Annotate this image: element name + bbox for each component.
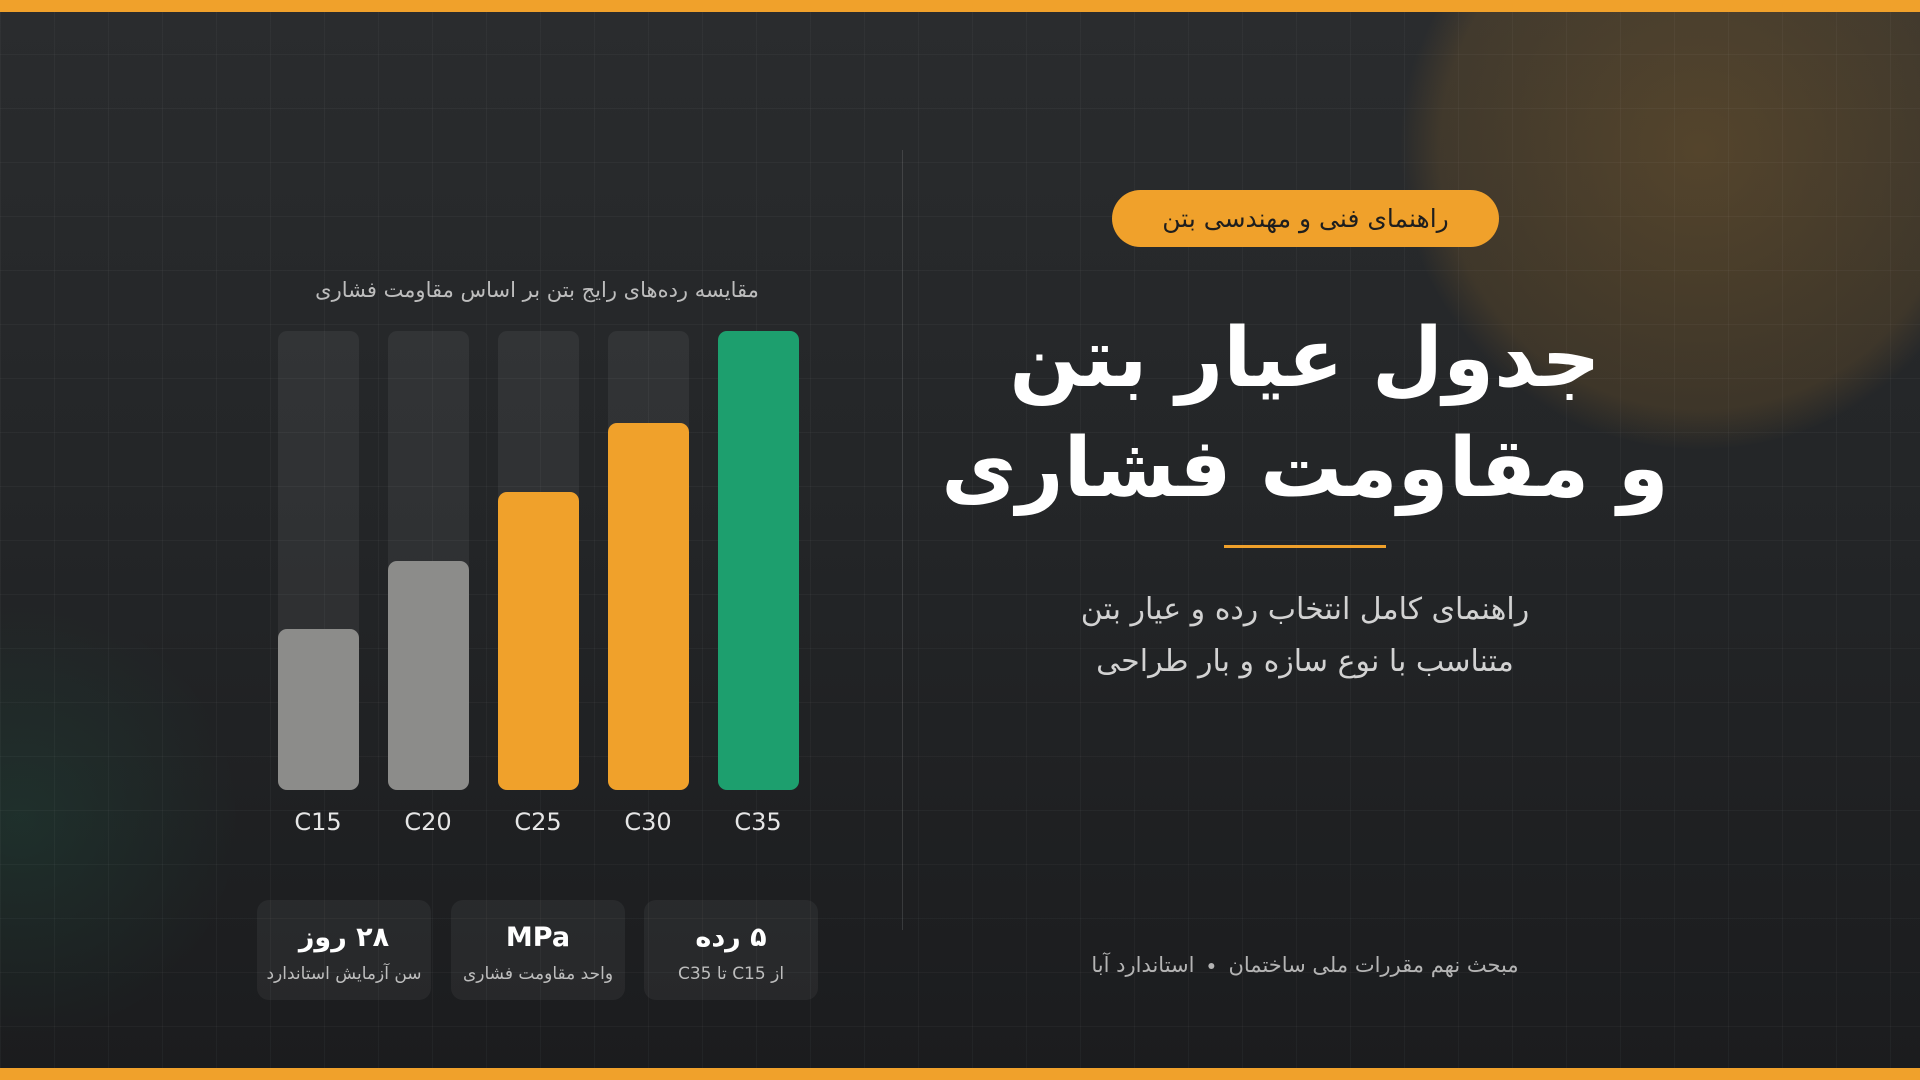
stat-card: ۵ رده از C15 تا C35: [644, 900, 818, 1000]
x-tick-label: C20: [404, 808, 452, 836]
footer-text: استاندارد آبا: [1091, 953, 1195, 977]
badge: راهنمای فنی و مهندسی بتن: [1112, 190, 1499, 247]
subtitle-line: راهنمای کامل انتخاب رده و عیار بتن: [1080, 592, 1530, 627]
subtitle-line: متناسب با نوع سازه و بار طراحی: [1096, 644, 1514, 679]
bottom-band: [0, 1068, 1920, 1080]
title-underline: [1224, 545, 1386, 548]
divider: [902, 150, 903, 930]
bar: [497, 491, 579, 790]
x-tick-label: C25: [514, 808, 562, 836]
x-tick-label: C15: [294, 808, 342, 836]
stat-label: واحد مقاومت فشاری: [462, 964, 614, 984]
bar: [387, 560, 469, 790]
bar: [277, 629, 359, 790]
stat-label: از C15 تا C35: [677, 964, 785, 984]
x-tick-label: C35: [734, 808, 782, 836]
chart-title: مقایسه رده‌های رایج بتن بر اساس مقاومت ف…: [315, 278, 759, 302]
stats: ۵ رده از C15 تا C35 MPa واحد مقاومت فشاری ۲۸…: [0, 0, 902, 1080]
title-line: و مقاومت فشاری: [941, 421, 1669, 516]
top-band: [0, 0, 1920, 12]
title-line: جدول عیار بتن: [1009, 311, 1601, 406]
stat-label: سن آزمایش استاندارد: [266, 964, 422, 984]
stat-value: MPa: [505, 922, 571, 953]
separator: [1208, 963, 1215, 969]
footer: مبحث نهم مقررات ملی ساختمان استاندارد آبا: [1091, 953, 1518, 977]
chart: C15 C20 C25 C30 C35: [0, 0, 902, 1080]
stat-value: ۲۸ روز: [298, 922, 390, 953]
stat-card: MPa واحد مقاومت فشاری: [451, 900, 625, 1000]
x-tick-label: C30: [624, 808, 672, 836]
bar: [717, 331, 799, 790]
stat-card: ۲۸ روز سن آزمایش استاندارد: [257, 900, 431, 1000]
footer-text: مبحث نهم مقررات ملی ساختمان: [1228, 953, 1519, 977]
bar: [607, 422, 689, 790]
stat-value: ۵ رده: [695, 922, 767, 953]
